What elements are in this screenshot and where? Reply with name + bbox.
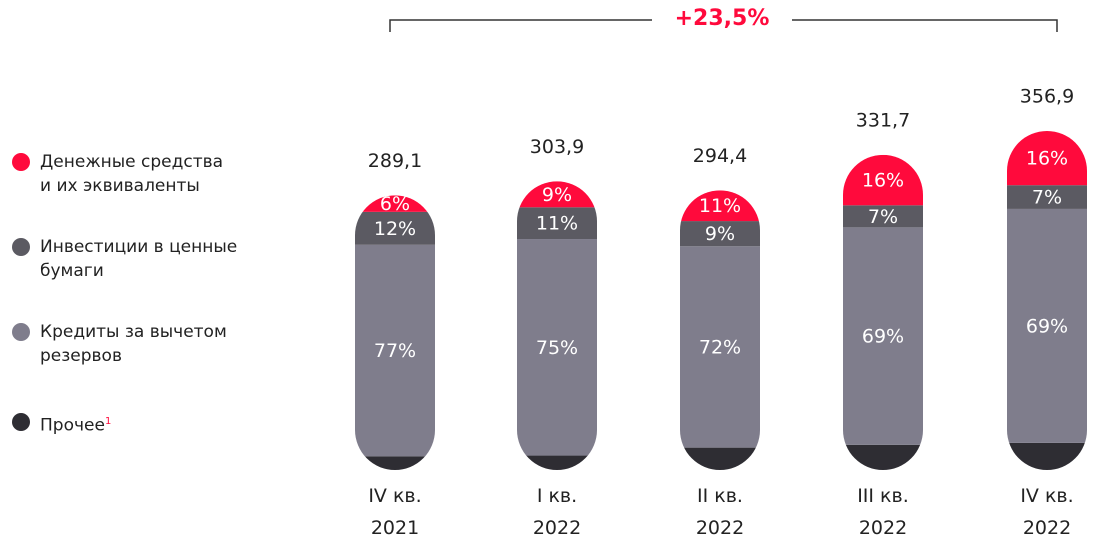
segment-label: 69% xyxy=(862,326,904,348)
legend-label: Инвестиции в ценные бумаги xyxy=(40,235,237,283)
segment-label: 9% xyxy=(542,184,572,206)
bar-segment xyxy=(1007,442,1087,470)
bar-segment xyxy=(355,211,435,245)
bar xyxy=(355,195,435,470)
x-tick-label: IV кв. 2022 xyxy=(1020,485,1074,537)
segment-label: 7% xyxy=(1032,187,1062,209)
legend-label: Денежные средства и их эквиваленты xyxy=(40,150,223,198)
segment-label: 11% xyxy=(699,195,741,217)
bar-segment xyxy=(680,447,760,470)
bar xyxy=(1007,130,1087,470)
growth-annotation: +23,5% xyxy=(652,6,792,31)
segment-label: 7% xyxy=(868,206,898,228)
segment-label: 77% xyxy=(374,340,416,362)
x-tick-label: II кв. 2022 xyxy=(695,485,745,537)
bar-segment xyxy=(843,227,923,445)
segment-label: 11% xyxy=(536,213,578,235)
total-label: 294,4 xyxy=(693,145,747,167)
total-label: 303,9 xyxy=(530,136,584,158)
footnote-mark: 1 xyxy=(104,416,112,427)
legend-marker xyxy=(12,238,30,256)
segment-label: 69% xyxy=(1026,315,1068,337)
segment-label: 6% xyxy=(380,193,410,215)
bar-segment xyxy=(517,455,597,470)
total-label: 331,7 xyxy=(856,109,910,131)
total-label: 289,1 xyxy=(368,150,422,172)
bar-segment xyxy=(517,239,597,456)
segment-label: 16% xyxy=(862,170,904,192)
segment-label: 12% xyxy=(374,218,416,240)
bar-segment xyxy=(843,205,923,228)
x-tick-label: IV кв. 2021 xyxy=(368,485,422,537)
legend-label: Кредиты за вычетом резервов xyxy=(40,320,227,368)
bar xyxy=(517,181,597,470)
segment-label: 9% xyxy=(705,223,735,245)
segment-label: 75% xyxy=(536,337,578,359)
legend-marker xyxy=(12,323,30,341)
bar xyxy=(843,154,923,470)
bar-segment xyxy=(680,246,760,448)
legend-marker xyxy=(12,413,30,431)
bar-segment xyxy=(1007,185,1087,209)
segment-label: 72% xyxy=(699,336,741,358)
bar-segment xyxy=(355,244,435,457)
x-tick-label: III кв. 2022 xyxy=(857,485,909,537)
legend-text: Прочее xyxy=(40,415,105,436)
bar-segment xyxy=(843,444,923,470)
legend-label: Прочее1 xyxy=(40,410,111,438)
x-tick-label: I кв. 2022 xyxy=(532,485,582,537)
bar-segment xyxy=(1007,208,1087,443)
segment-label: 16% xyxy=(1026,148,1068,170)
bar-segment xyxy=(355,456,435,470)
legend-text: Денежные средства и их эквиваленты xyxy=(40,152,224,196)
bar xyxy=(680,190,760,470)
legend-text: Кредиты за вычетом резервов xyxy=(40,322,227,366)
bar-segment xyxy=(680,221,760,247)
legend-text: Инвестиции в ценные бумаги xyxy=(40,237,238,281)
bar-segment xyxy=(517,207,597,240)
total-label: 356,9 xyxy=(1020,85,1074,107)
legend-marker xyxy=(12,153,30,171)
